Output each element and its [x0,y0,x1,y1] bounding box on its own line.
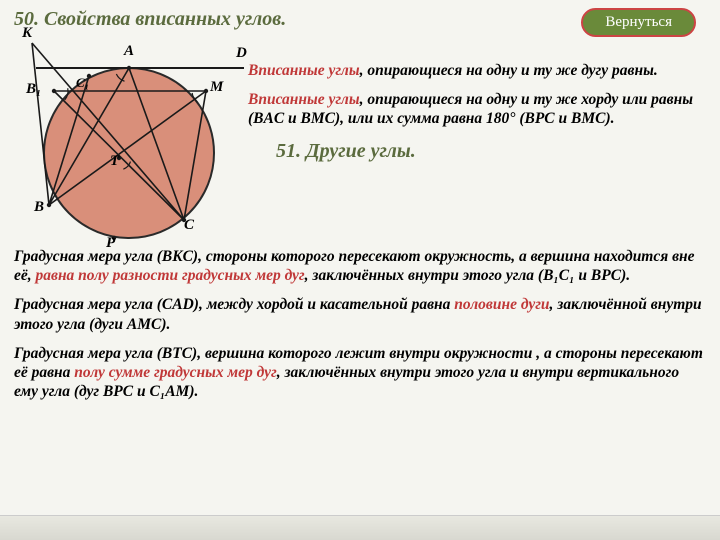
label-T: T [110,153,119,170]
subhead-51: 51. Другие углы. [276,139,706,164]
paragraphs: Градусная мера угла (BKC), стороны котор… [14,247,706,402]
label-M: M [210,79,223,96]
rules-text: Вписанные углы, опирающиеся на одну и ту… [244,23,706,163]
label-A: A [124,43,134,60]
circle-diagram: K A D B₁ C₁ M T B P C [14,23,244,253]
rule1-em: Вписанные углы [248,62,360,79]
label-C: C [184,217,194,234]
label-B1: B₁ [26,81,41,98]
label-C1: C₁ [76,75,89,91]
rule2-em: Вписанные углы [248,91,360,108]
return-button[interactable]: Вернуться [581,8,696,37]
label-B: B [34,199,44,216]
label-D: D [236,45,247,62]
label-P: P [106,235,115,252]
footer-bar [0,515,720,540]
label-K: K [22,25,32,42]
